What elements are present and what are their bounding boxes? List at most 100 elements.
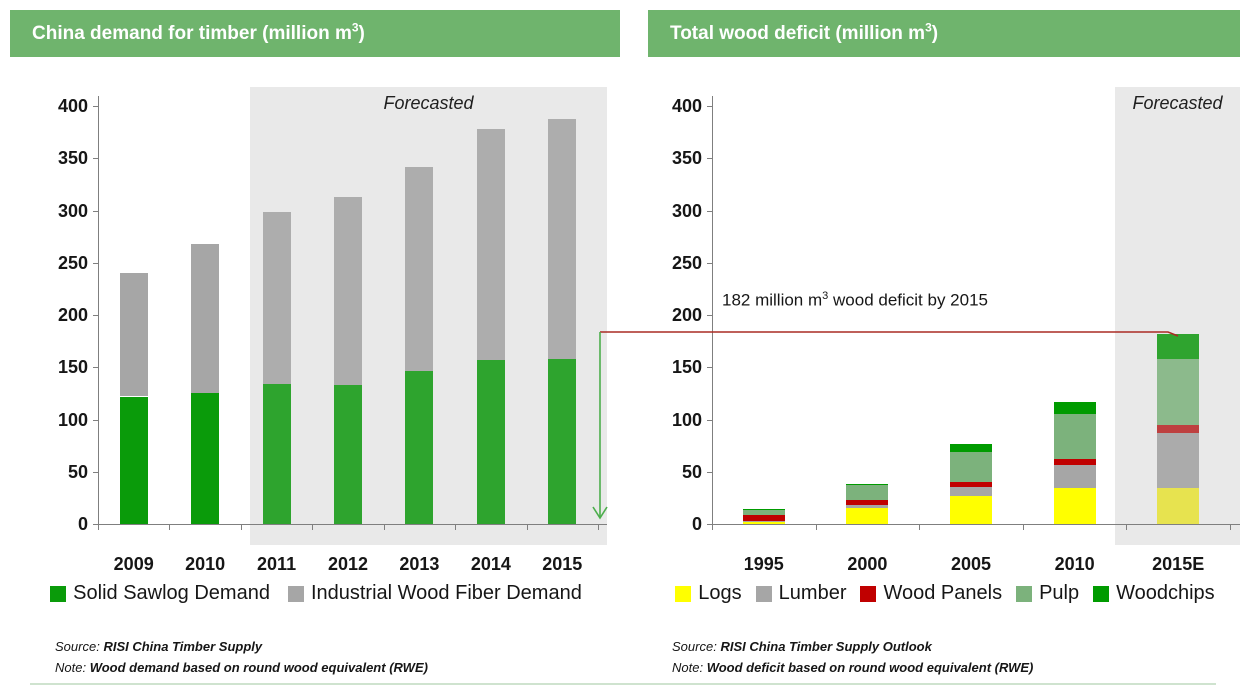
bar-segment [742,510,785,515]
y-tick [707,471,712,473]
note-line: Note: Wood demand based on round wood eq… [55,660,428,675]
legend-label: Woodchips [1116,582,1215,604]
bar-segment [476,359,505,524]
y-tick [93,471,98,473]
right-source-note: Source: RISI China Timber Supply Outlook… [672,636,1033,678]
category-tick [815,525,817,530]
bar-segment [950,487,992,496]
left-title-suffix: ) [358,22,365,44]
y-tick-label: 350 [57,148,88,169]
left-title-text: China demand for timber (million m [32,22,352,44]
bar-segment [742,514,785,521]
category-tick [919,525,921,530]
category-tick [1126,525,1128,530]
bar-segment [1053,465,1096,489]
y-tick [707,158,712,160]
y-tick-label: 200 [57,305,88,325]
legend-label: Lumber [778,582,847,604]
y-tick-label: 150 [671,357,702,378]
y-tick-label: 0 [691,514,702,534]
y-tick [707,367,712,369]
y-tick-label: 250 [671,252,702,273]
legend-swatch [675,585,692,602]
y-tick [707,210,712,212]
x-axis [712,524,1240,525]
bar-segment [405,166,434,372]
legend-label: Industrial Wood Fiber Demand [310,582,582,604]
category-tick [455,525,457,530]
deficit-reference-line [600,331,1179,337]
y-tick-label: 300 [57,200,88,221]
legend-swatch [1093,585,1110,602]
bar-segment [548,358,577,524]
bar-segment [191,393,220,524]
category-tick [598,525,599,530]
right-title-text: Total wood deficit (million m [670,22,926,44]
bar-segment [846,485,889,500]
y-tick-label: 250 [57,252,88,273]
y-tick-label: 150 [57,357,88,378]
bar-segment [334,385,362,524]
forecast-band-label: Forecasted [383,93,474,113]
bar-segment [262,383,291,524]
y-tick-label: 400 [671,96,702,116]
deficit-annotation-graphics [592,331,1179,520]
bar-segment [1053,401,1096,415]
y-tick [707,419,712,421]
legend-swatch [1016,585,1033,602]
y-tick [93,210,98,212]
y-tick [93,419,98,421]
y-tick-label: 50 [681,461,702,482]
deficit-arrow-head [592,506,608,520]
bar-segment [1053,459,1096,466]
bar-segment [742,521,785,524]
category-tick [1022,525,1024,530]
y-tick [93,158,98,160]
legend-item: Pulp [1016,582,1079,605]
bar-segment [119,273,148,397]
x-category-label: 2010 [1054,554,1095,574]
x-axis [98,524,607,525]
bar-segment [1157,333,1200,359]
y-tick [93,524,98,525]
legend-item: Woodchips [1093,582,1215,605]
category-tick [526,525,528,530]
legend-label: Wood Panels [883,582,1003,604]
category-tick [383,525,385,530]
bar-segment [742,520,785,522]
bar-segment [846,505,889,509]
legend-swatch [50,585,67,602]
bar-segment [1157,424,1200,434]
category-tick [312,525,314,530]
right-chart-legend: Logs Lumber Wood Panels Pulp Woodchips [648,582,1242,605]
legend-swatch [287,585,304,602]
bar-segment [334,196,362,385]
bar-segment [950,495,992,524]
left-chart-title: China demand for timber (million m3) [10,10,620,57]
bar-segment [1157,488,1200,524]
x-category-label: 2015E [1152,554,1205,574]
bar-segment [548,118,577,359]
bar-segment [1053,414,1096,460]
legend-label: Solid Sawlog Demand [73,582,270,604]
legend-item: Industrial Wood Fiber Demand [287,582,582,605]
bar-segment [262,211,291,384]
x-category-label: 2012 [327,554,369,574]
x-category-label: 2013 [399,554,440,574]
y-tick [93,262,98,264]
deficit-annotation-text: 182 million m3 wood deficit by 2015 [722,290,988,310]
bar-segment [119,396,148,524]
y-tick [707,262,712,264]
x-category-label: 1995 [743,554,784,574]
legend-swatch [860,585,877,602]
y-tick [93,315,98,316]
legend-item: Solid Sawlog Demand [50,582,270,605]
legend-item: Wood Panels [860,582,1002,605]
bar-segment [742,509,785,511]
y-tick-label: 200 [671,305,702,325]
category-tick [240,525,242,530]
right-title-sup: 3 [925,20,932,35]
y-tick-label: 400 [57,96,88,116]
forecast-band-label: Forecasted [1132,93,1223,113]
